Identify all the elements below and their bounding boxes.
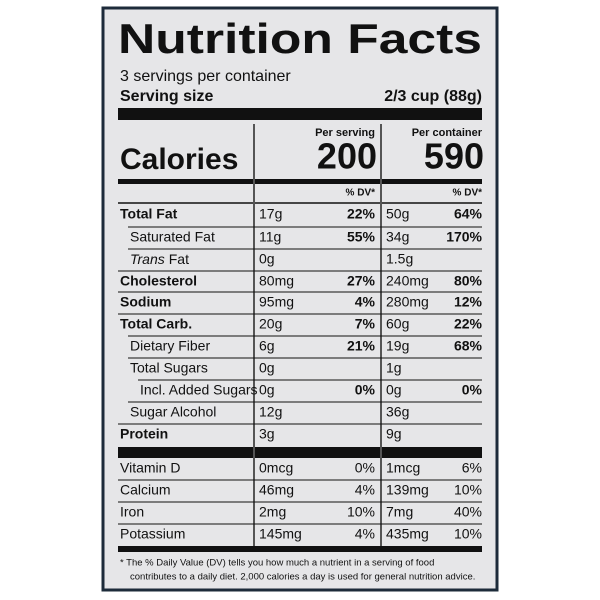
container-amount: 1mcg	[386, 460, 420, 476]
container-amount: 7mg	[386, 504, 413, 520]
nutrient-name: Saturated Fat	[130, 229, 215, 245]
container-dv: 40%	[454, 504, 482, 520]
container-amount: 435mg	[386, 526, 429, 542]
nutrient-name: Cholesterol	[120, 273, 197, 289]
calories-per-serving: 200	[317, 136, 377, 177]
dv-heading: % DV*	[346, 188, 376, 199]
container-amount: 34g	[386, 229, 409, 245]
container-amount: 1g	[386, 360, 402, 376]
footnote: * The % Daily Value (DV) tells you how m…	[120, 558, 434, 569]
nutrient-name: Potassium	[120, 526, 185, 542]
serving-dv: 7%	[355, 316, 376, 332]
serving-dv: 22%	[347, 206, 376, 222]
nutrient-name: Total Sugars	[130, 360, 208, 376]
serving-amount: 0mcg	[259, 460, 293, 476]
label-box	[101, 6, 499, 592]
per-container-heading: Per container	[412, 127, 483, 139]
serving-amount: 46mg	[259, 482, 294, 498]
footnote: contributes to a daily diet. 2,000 calor…	[130, 572, 475, 583]
container-amount: 60g	[386, 316, 409, 332]
container-amount: 0g	[386, 382, 402, 398]
nutrient-name: Trans Fat	[130, 251, 189, 267]
nutrient-name: Sugar Alcohol	[130, 404, 216, 420]
nutrient-name: Iron	[120, 504, 144, 520]
nutrient-name: Total Carb.	[120, 316, 192, 332]
serving-amount: 6g	[259, 338, 275, 354]
serving-amount: 2mg	[259, 504, 286, 520]
serving-amount: 17g	[259, 206, 282, 222]
servings: 3 servings per container	[120, 68, 291, 85]
serving-size: 2/3 cup (88g)	[384, 88, 482, 105]
dv-heading: % DV*	[453, 188, 483, 199]
nutrient-name-rest: Fat	[169, 251, 189, 267]
title: Nutrition Facts	[118, 15, 482, 62]
container-amount: 240mg	[386, 273, 429, 289]
serving-amount: 11g	[259, 229, 281, 245]
nutrient-name: Total Fat	[120, 206, 178, 222]
per-serving-heading: Per serving	[315, 127, 375, 139]
container-amount: 36g	[386, 404, 409, 420]
container-dv: 6%	[462, 460, 482, 476]
container-dv: 0%	[462, 382, 483, 398]
container-dv: 22%	[454, 316, 483, 332]
serving-dv: 4%	[355, 526, 375, 542]
serving-amount: 95mg	[259, 294, 294, 310]
container-dv: 10%	[454, 526, 482, 542]
serving-dv: 0%	[355, 460, 375, 476]
thick-rule	[118, 108, 482, 120]
container-dv: 80%	[454, 273, 483, 289]
medium-rule	[118, 546, 482, 552]
serving-dv: 10%	[347, 504, 375, 520]
container-amount: 280mg	[386, 294, 429, 310]
serving-dv: 0%	[355, 382, 376, 398]
container-amount: 19g	[386, 338, 409, 354]
serving-amount: 80mg	[259, 273, 294, 289]
serving-dv: 4%	[355, 294, 376, 310]
serving-amount: 20g	[259, 316, 282, 332]
thick-rule	[118, 447, 482, 458]
container-amount: 1.5g	[386, 251, 413, 267]
serving-dv: 4%	[355, 482, 375, 498]
serving-amount: 145mg	[259, 526, 302, 542]
serving-size-label: Serving size	[120, 88, 213, 105]
serving-amount: 0g	[259, 251, 275, 267]
container-amount: 9g	[386, 426, 402, 442]
nutrient-name-italic: Trans	[130, 251, 165, 267]
container-dv: 170%	[446, 229, 482, 245]
medium-rule	[118, 179, 482, 184]
serving-amount: 0g	[259, 382, 275, 398]
container-amount: 50g	[386, 206, 409, 222]
serving-dv: 55%	[347, 229, 376, 245]
nutrient-name: Vitamin D	[120, 460, 180, 476]
serving-amount: 0g	[259, 360, 275, 376]
serving-dv: 27%	[347, 273, 376, 289]
container-amount: 139mg	[386, 482, 429, 498]
container-dv: 12%	[454, 294, 483, 310]
container-dv: 68%	[454, 338, 483, 354]
nutrient-name: Calcium	[120, 482, 171, 498]
calories-per-container: 590	[424, 136, 484, 177]
nutrient-name: Sodium	[120, 294, 171, 310]
nutrient-name: Protein	[120, 426, 168, 442]
nutrient-name: Dietary Fiber	[130, 338, 210, 354]
serving-amount: 3g	[259, 426, 275, 442]
container-dv: 10%	[454, 482, 482, 498]
nutrient-name: Incl. Added Sugars	[140, 382, 258, 398]
calories-label: Calories	[120, 143, 238, 176]
serving-dv: 21%	[347, 338, 376, 354]
container-dv: 64%	[454, 206, 483, 222]
serving-amount: 12g	[259, 404, 282, 420]
